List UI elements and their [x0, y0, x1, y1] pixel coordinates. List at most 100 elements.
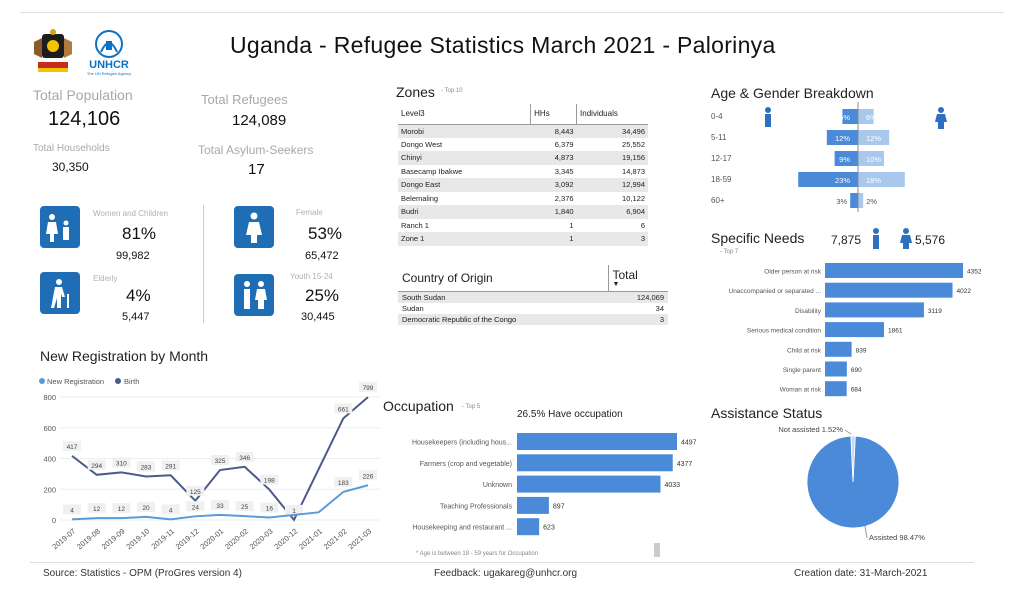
age-gender-title: Age & Gender Breakdown	[711, 85, 874, 101]
youth-pct: 25%	[305, 286, 340, 305]
zone-hhs-cell: 2,376	[554, 193, 574, 203]
elderly-icon	[40, 272, 80, 314]
zone-name-cell: Zone 1	[398, 232, 531, 246]
data-label: 291	[165, 463, 176, 470]
zones-row[interactable]: Belemaling 2,376 10,122	[398, 192, 648, 206]
x-tick-label: 2020-12	[272, 527, 299, 552]
zone-individuals-cell: 12,994	[576, 178, 648, 192]
x-tick-label: 2019-12	[174, 527, 201, 552]
not-assisted-slice	[850, 435, 856, 483]
bar-value-label: 690	[851, 367, 862, 374]
zones-title: Zones	[396, 84, 435, 100]
specific-needs-subtitle: - Top 7	[720, 249, 739, 255]
coo-country-cell: Democratic Republic of the Congo	[398, 313, 608, 325]
zone-hhs-cell: 3,345	[554, 166, 574, 176]
zones-row[interactable]: Basecamp Ibakwe 3,345 14,873	[398, 165, 648, 179]
zones-row[interactable]: Budri 1,840 6,904	[398, 205, 648, 219]
coo-col-country[interactable]: Country of Origin	[398, 265, 608, 292]
bar	[825, 302, 924, 318]
bar	[517, 475, 661, 493]
footer-feedback[interactable]: Feedback: ugakareg@unhcr.org	[434, 568, 578, 579]
y-tick-label: 600	[43, 424, 56, 433]
coo-country-cell: South Sudan	[398, 291, 608, 303]
data-label: 183	[338, 480, 349, 487]
data-label-bg	[161, 460, 180, 471]
female-pct: 53%	[308, 224, 343, 243]
data-label-bg	[285, 504, 303, 515]
male-pct-label: 12%	[835, 134, 850, 143]
data-label-bg	[359, 470, 377, 481]
data-label-bg	[112, 457, 131, 468]
bar-value-label: 623	[543, 525, 555, 532]
coo-row[interactable]: Sudan 34	[398, 303, 668, 314]
x-tick-label: 2019-08	[75, 527, 102, 552]
zones-row[interactable]: Chinyi 4,873 19,156	[398, 151, 648, 165]
x-tick-label: 2019-09	[100, 527, 127, 552]
women-children-pct: 81%	[122, 224, 157, 243]
zones-col-individuals[interactable]: Individuals	[576, 104, 648, 125]
zones-row[interactable]: Morobi 8,443 34,496	[398, 124, 648, 138]
zones-col-hhs[interactable]: HHs	[530, 104, 577, 125]
bar-category-label: Woman at risk	[780, 387, 822, 394]
data-label: 12	[118, 506, 126, 513]
zones-row[interactable]: Dongo West 6,379 25,552	[398, 138, 648, 152]
bar-value-label: 839	[856, 347, 867, 354]
data-label-bg	[260, 474, 279, 485]
data-label-bg	[260, 502, 279, 513]
occupation-title: Occupation	[383, 398, 454, 414]
unhcr-logo-subtext: The UN Refugee Agency	[87, 71, 131, 76]
footer-source: Source: Statistics - OPM (ProGres versio…	[43, 568, 242, 579]
coo-row[interactable]: South Sudan 124,069	[398, 291, 668, 303]
zone-individuals-cell: 25,552	[622, 139, 645, 149]
zone-individuals-cell: 34,496	[576, 124, 648, 138]
occupation-chart: Housekeepers (including hous... 4497 Farme…	[412, 433, 697, 536]
registration-title: New Registration by Month	[40, 348, 209, 364]
y-tick-label: 800	[43, 393, 56, 402]
legend-new-registration-swatch	[39, 378, 45, 384]
specific-needs-title: Specific Needs	[711, 230, 805, 246]
data-label-bg	[235, 501, 254, 512]
age-group-label: 12-17	[711, 154, 732, 163]
coo-col-total[interactable]: Total ▼	[607, 265, 668, 292]
zones-row[interactable]: Dongo East 3,092 12,994	[398, 178, 648, 192]
bar-value-label: 4352	[967, 269, 982, 276]
country-origin-table: Country of Origin Total ▼ South Sudan 124…	[398, 265, 668, 325]
data-label-bg	[359, 382, 377, 393]
zone-name-cell: Chinyi	[398, 151, 531, 165]
zone-name-cell: Basecamp Ibakwe	[401, 166, 463, 176]
zones-col-level[interactable]: Level3	[398, 104, 531, 125]
data-label: 283	[141, 464, 152, 471]
zone-hhs-cell: 1	[569, 220, 574, 230]
top-divider	[20, 12, 1004, 13]
x-tick-label: 2021-02	[322, 527, 349, 552]
x-tick-label: 2021-03	[346, 527, 373, 552]
zone-hhs-cell: 8,443	[530, 124, 577, 138]
data-label: 4	[70, 507, 74, 514]
not-assisted-label: Not assisted 1.52%	[778, 425, 843, 434]
assistance-chart: Not assisted 1.52% Assisted 98.47%	[778, 425, 925, 542]
scrollbar-handle[interactable]	[654, 543, 660, 557]
data-label: 198	[264, 478, 275, 485]
female-bar	[858, 109, 874, 124]
women-children-icon	[40, 206, 80, 248]
bar-value-label: 4033	[664, 482, 680, 489]
zones-row[interactable]: Ranch 1 1 6	[398, 219, 648, 233]
female-icon	[935, 107, 947, 129]
data-label-bg	[87, 459, 106, 470]
coo-total-cell: 3	[608, 313, 668, 325]
coo-col-total-label: Total	[612, 268, 638, 282]
bar-category-label: Child at risk	[787, 347, 822, 354]
data-label: 294	[91, 463, 102, 470]
female-pct-label: 18%	[866, 176, 881, 185]
bar-value-label: 1861	[888, 328, 903, 335]
total-refugees-value: 124,089	[232, 112, 287, 129]
data-label: 25	[241, 504, 249, 511]
data-label: 310	[116, 460, 127, 467]
zone-hhs-cell: 6,379	[554, 139, 574, 149]
coo-row[interactable]: Democratic Republic of the Congo 3	[398, 313, 668, 325]
bar-value-label: 4377	[677, 461, 693, 468]
data-label-bg	[334, 476, 353, 487]
zones-table: Level3 HHs Individuals Morobi 8,443 34,496…	[398, 104, 648, 246]
bar	[825, 381, 847, 397]
